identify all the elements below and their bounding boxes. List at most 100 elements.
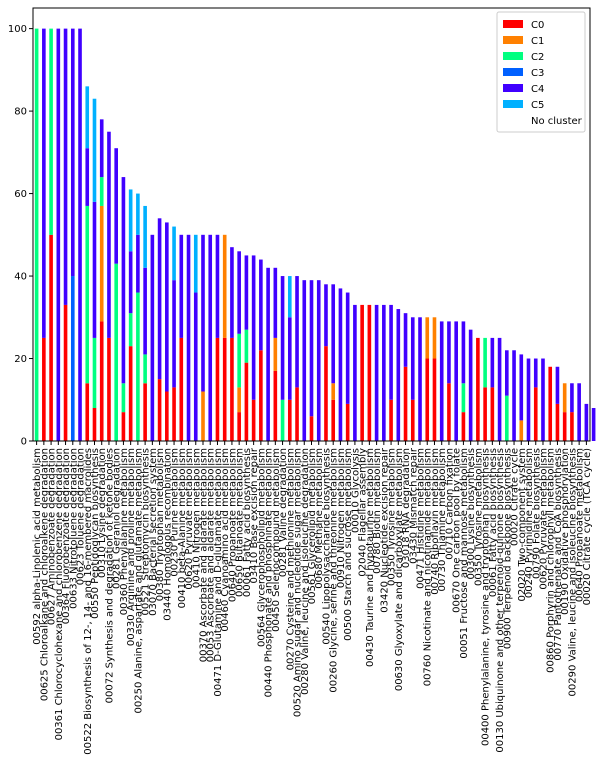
bar-segment-c0 <box>410 399 415 441</box>
x-tick-label: 00130 Ubiquinone and other terpenoid-qui… <box>495 448 506 753</box>
bar-segment-c4 <box>324 284 328 347</box>
x-tick-label: 00620 Pyruvate metabolism <box>184 448 195 590</box>
x-tick-label: 00460 Cyanoamino acid metabolism <box>220 448 231 632</box>
x-tick-label: 00550 Peptidoglycan biosynthesis <box>90 448 101 619</box>
bar-segment-c0 <box>172 387 176 441</box>
x-tick-label: 00240 Pyrimidine metabolism <box>524 448 535 598</box>
x-tick-label: 00670 One carbon pool by folate <box>452 448 463 613</box>
bar-segment-c5 <box>136 193 140 235</box>
x-tick-label: 00281 Valine degradation <box>278 448 289 577</box>
x-tick-label: 00380 Tryptophan metabolism <box>155 448 166 601</box>
bar-segment-c2 <box>99 177 104 206</box>
bar-segment-c4 <box>121 177 126 384</box>
bar-segment-c2 <box>280 399 285 441</box>
legend-label: C0 <box>531 20 544 31</box>
x-tick-label: 00630 Glyoxylate and dicarboxylate metab… <box>394 448 405 691</box>
bar-segment-c4 <box>143 267 147 355</box>
bar-segment-c4 <box>157 218 162 380</box>
bar-segment-c5 <box>193 234 198 293</box>
bar-segment-c3 <box>70 276 75 441</box>
bar-segment-c4 <box>259 259 263 351</box>
bar-segment-c0 <box>447 383 451 441</box>
legend-label: C2 <box>531 52 544 63</box>
y-tick-label: 20 <box>14 354 27 365</box>
x-tick-label: 00790 Folate biosynthesis <box>531 448 542 579</box>
x-tick-label: 02020 Two-component system <box>517 448 528 601</box>
x-tick-label: 00010 Glycolysis <box>350 448 361 533</box>
bar-segment-c2 <box>121 383 126 413</box>
bar-segment-c4 <box>309 280 314 417</box>
x-tick-label: 00360 Phenylalanine metabolism <box>119 448 130 615</box>
bar-segment-c1 <box>99 205 104 322</box>
x-tick-label: 00640 Propanoate metabolism <box>227 448 238 602</box>
bar-segment-c4 <box>396 309 401 441</box>
x-tick-label: 00520 Amino sugar and nucleotide sugar m… <box>293 448 304 717</box>
x-tick-label: 00627 Aminobenzoate degradation <box>47 448 58 625</box>
x-tick-label: 00270 Cysteine and methionine metabolism <box>285 448 296 670</box>
x-tick-label: 00623 Toluene degradation <box>76 448 87 585</box>
x-tick-label: 00350 Tyrosine metabolism <box>387 448 398 586</box>
bar-segment-c2 <box>34 28 39 442</box>
x-tick-label: 00410 Nitrogen metabolism <box>191 448 202 588</box>
bar-segment-c0 <box>432 358 437 441</box>
x-tick-label: 00522 Biosynthesis of 12-, 14- and 16-me… <box>83 448 94 755</box>
bar-segment-c0 <box>331 399 336 441</box>
bar-segment-c2 <box>49 28 53 235</box>
x-tick-label: 00730 Thiamine metabolism <box>437 448 448 591</box>
bar-segment-c4 <box>591 408 596 441</box>
legend-label: C5 <box>531 100 544 111</box>
bar-segment-c0 <box>476 337 480 441</box>
y-tick-label: 100 <box>8 24 27 35</box>
bar-segment-c4 <box>193 292 198 441</box>
bar-segment-c4 <box>439 321 444 441</box>
x-tick-label: 00592 alpha-Linolenic acid metabolism <box>32 448 43 645</box>
bar-segment-c4 <box>186 234 191 441</box>
legend-swatch <box>503 68 523 76</box>
bar-segment-c0 <box>63 304 68 441</box>
x-tick-label: 00410 beta-Alanine metabolism <box>177 448 188 608</box>
legend-label: C1 <box>531 36 544 47</box>
y-tick-label: 80 <box>14 107 27 118</box>
bars-layer <box>34 28 596 442</box>
bar-segment-c4 <box>541 358 545 441</box>
x-tick-label: 03070 Bacterial secretion system <box>148 448 159 616</box>
x-tick-label: 00471 D-Glutamine and D-glutamate metabo… <box>213 448 224 697</box>
bar-segment-c4 <box>150 234 155 441</box>
bar-segment-c0 <box>555 403 560 441</box>
bar-segment-c4 <box>280 276 285 400</box>
x-tick-label: 00561 Glycerolipid metabolism <box>307 448 318 604</box>
bar-segment-c4 <box>179 234 184 338</box>
x-tick-label: 00310 Lysine degradation <box>97 448 108 578</box>
bar-segment-c0 <box>251 399 256 441</box>
bar-segment-c2 <box>114 263 118 441</box>
bar-segment-c2 <box>143 354 147 384</box>
x-tick-label: 00430 Taurine and hypotaurine metabolism <box>365 448 376 667</box>
bar-segment-c1 <box>237 387 241 413</box>
legend-swatch <box>503 52 523 60</box>
bar-segment-c0 <box>570 412 574 441</box>
bar-segment-c4 <box>92 201 97 338</box>
bar-segment-c4 <box>128 251 133 314</box>
bar-segment-c0 <box>157 379 162 441</box>
bar-segment-c4 <box>555 366 560 404</box>
legend-swatch <box>503 20 523 28</box>
bar-segment-c4 <box>215 234 220 338</box>
x-tick-label: 00633 Nitrotoluene degradation <box>68 448 79 609</box>
legend-label: C4 <box>531 84 544 95</box>
bar-segment-c0 <box>121 412 126 441</box>
bar-segment-c4 <box>287 317 292 400</box>
bar-segment-c4 <box>85 148 90 206</box>
x-tick-label: 03440 Homologous recombination <box>162 448 173 621</box>
x-tick-label: 00281 Geraniol degradation <box>112 448 123 589</box>
bar-segment-c4 <box>512 350 516 441</box>
x-tick-label: 03430 Mismatch repair <box>408 447 419 564</box>
bar-segment-c4 <box>338 288 343 441</box>
x-tick-label: 00910 Nitrogen metabolism <box>336 448 347 588</box>
bar-segment-c4 <box>454 321 458 441</box>
x-tick-label: 03420 Nucleotide excision repair <box>379 447 390 613</box>
y-tick-label: 60 <box>14 189 27 200</box>
x-tick-label: 00450 Selenocompound metabolism <box>271 448 282 632</box>
legend-swatch <box>503 36 523 44</box>
bar-segment-c4 <box>172 280 176 388</box>
bar-segment-c4 <box>63 28 68 305</box>
